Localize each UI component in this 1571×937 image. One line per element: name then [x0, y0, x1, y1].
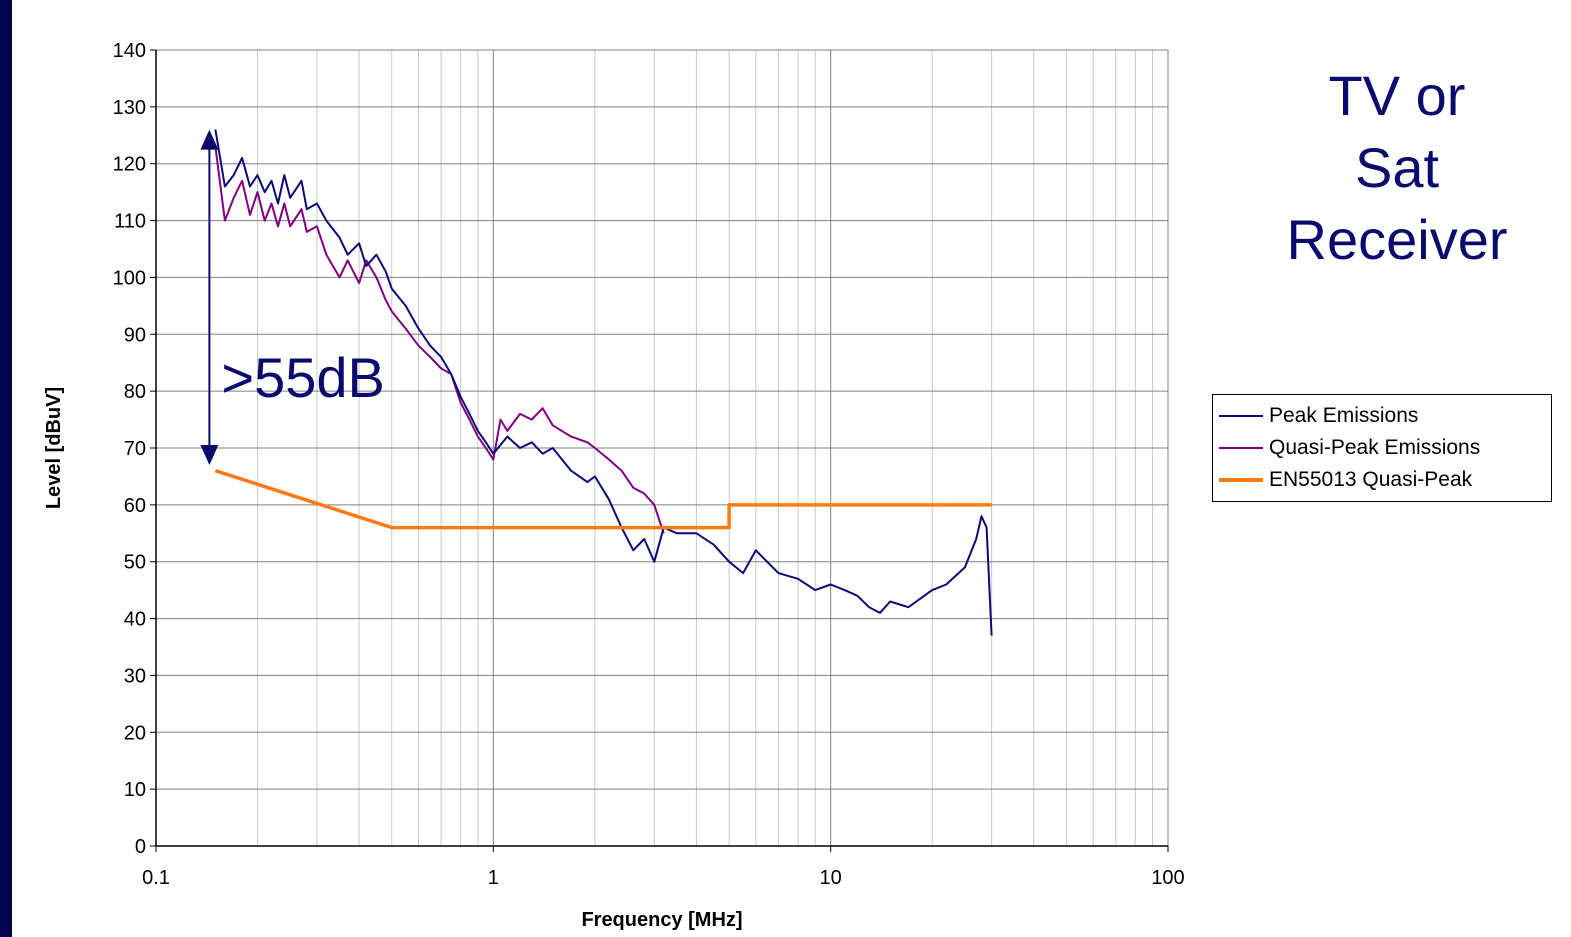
y-tick-label: 90: [124, 324, 146, 346]
x-tick-label: 100: [1151, 867, 1184, 889]
legend-item-peak: Peak Emissions: [1219, 400, 1545, 432]
y-tick-label: 30: [124, 665, 146, 687]
legend-item-limit: EN55013 Quasi-Peak: [1219, 464, 1545, 496]
side-title-line-3: Receiver: [1286, 208, 1508, 271]
y-tick-label: 10: [124, 779, 146, 801]
annotation-arrow-head-up: [200, 129, 219, 150]
y-tick-label: 140: [113, 40, 146, 62]
slide: 0 10 20 30 40 50 60 70 80 90 100 110 120 130 140 0.1 1 10…: [12, 0, 1571, 937]
chart-legend: Peak Emissions Quasi-Peak Emissions EN55…: [1212, 394, 1552, 502]
y-tick-label: 20: [124, 722, 146, 744]
series-line-quasi-peak-emissions: [214, 146, 665, 534]
series-line-en55013-quasi-peak: [214, 469, 992, 530]
x-tick-label: 1: [488, 867, 499, 889]
y-tick-label: 40: [124, 609, 146, 631]
y-tick-label: 60: [124, 495, 146, 517]
y-tick-label: 50: [124, 552, 146, 574]
y-axis-title: Level [dBuV]: [43, 387, 65, 509]
annotation-label: >55dB: [221, 346, 385, 409]
legend-item-quasi-peak: Quasi-Peak Emissions: [1219, 432, 1545, 464]
y-tick-label: 130: [113, 97, 146, 119]
legend-label-peak: Peak Emissions: [1269, 404, 1419, 427]
x-tick-label: 10: [820, 867, 842, 889]
x-axis-title: Frequency [MHz]: [581, 909, 742, 931]
legend-label-quasi-peak: Quasi-Peak Emissions: [1269, 436, 1481, 459]
side-title-line-1: TV or: [1328, 64, 1466, 127]
legend-label-limit: EN55013 Quasi-Peak: [1269, 468, 1473, 491]
y-tick-label: 110: [114, 211, 146, 233]
side-title: TV or Sat Receiver: [1222, 60, 1571, 276]
series-line-peak-emissions: [214, 129, 993, 636]
legend-swatch-limit: [1219, 478, 1263, 482]
legend-swatch-peak: [1219, 415, 1263, 417]
y-tick-label: 0: [135, 836, 146, 858]
y-tick-label: 100: [113, 267, 146, 289]
y-tick-label: 80: [124, 381, 146, 403]
annotation-arrow-head-down: [200, 445, 219, 466]
y-tick-label: 120: [113, 154, 146, 176]
legend-swatch-quasi-peak: [1219, 447, 1263, 449]
y-tick-label: 70: [124, 438, 146, 460]
x-tick-label: 0.1: [142, 867, 170, 889]
side-title-line-2: Sat: [1354, 136, 1440, 199]
